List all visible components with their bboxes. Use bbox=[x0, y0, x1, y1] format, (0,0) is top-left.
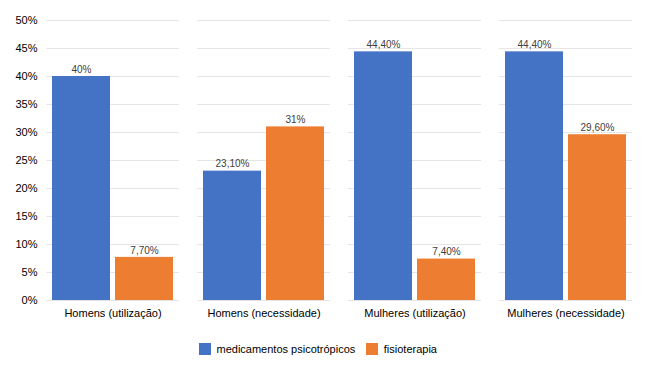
html-text:fisioterapia: fisioterapia bbox=[383, 342, 437, 355]
svg-text:Mulheres (utilização): Mulheres (utilização) bbox=[364, 307, 465, 319]
svg-text:7,40%: 7,40% bbox=[432, 246, 460, 257]
svg-text:25%: 25% bbox=[15, 154, 37, 166]
svg-text:10%: 10% bbox=[15, 238, 37, 250]
svg-text:29,60%: 29,60% bbox=[581, 122, 615, 133]
svg-text:44,40%: 44,40% bbox=[518, 39, 552, 50]
svg-text:31%: 31% bbox=[285, 114, 305, 125]
html-text:medicamentos psicotrópicos: medicamentos psicotrópicos bbox=[216, 342, 356, 355]
svg-text:0%: 0% bbox=[22, 294, 38, 306]
svg-text:7,70%: 7,70% bbox=[130, 245, 158, 256]
svg-text:45%: 45% bbox=[15, 42, 37, 54]
svg-text:50%: 50% bbox=[15, 14, 37, 26]
svg-text:40%: 40% bbox=[71, 64, 91, 75]
svg-text:20%: 20% bbox=[15, 182, 37, 194]
svg-text:15%: 15% bbox=[15, 210, 37, 222]
svg-text:Homens (utilização): Homens (utilização) bbox=[64, 307, 161, 319]
svg-text:Mulheres (necessidade): Mulheres (necessidade) bbox=[507, 307, 624, 319]
svg-text:44,40%: 44,40% bbox=[367, 39, 401, 50]
svg-text:30%: 30% bbox=[15, 126, 37, 138]
svg-text:5%: 5% bbox=[22, 266, 38, 278]
svg-text:35%: 35% bbox=[15, 98, 37, 110]
svg-text:Homens (necessidade): Homens (necessidade) bbox=[207, 307, 320, 319]
svg-text:23,10%: 23,10% bbox=[216, 158, 250, 169]
svg-text:40%: 40% bbox=[15, 70, 37, 82]
